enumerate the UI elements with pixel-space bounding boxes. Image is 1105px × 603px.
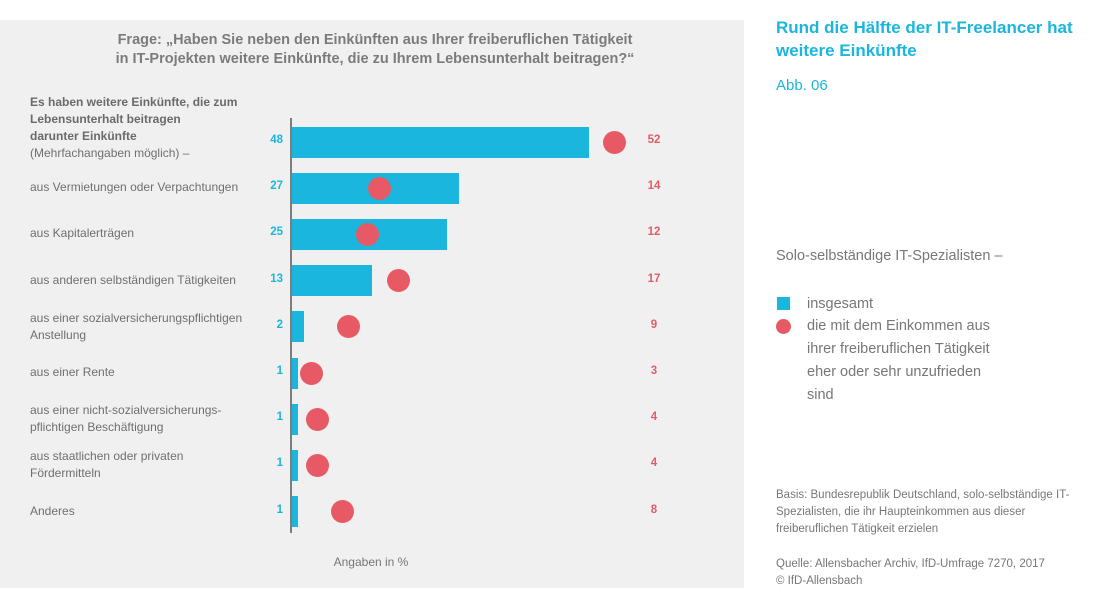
bar-value-label: 1 [276,365,283,377]
legend-item-unsatisfied: die mit dem Einkommen aus ihrer freiberu… [807,318,990,403]
chart-axis [290,118,292,533]
chart-panel [0,20,744,588]
row-label: Anderes [30,503,75,518]
row-label: aus staatlichen oder privaten Fördermitt… [30,449,184,481]
dot [300,361,324,385]
dot-value-label: 4 [650,457,658,470]
row-label-total-bold1: Es haben weitere Einkünfte, die zum Lebe… [30,95,238,126]
bar [292,265,373,297]
dot-value-label: 8 [650,503,658,516]
basis-note: Basis: Bundesrepublik Deutschland, solo-… [776,489,1070,535]
dot-value-label: 14 [647,180,661,193]
bar-value-label: 27 [270,180,283,193]
source-note: Quelle: Allensbacher Archiv, IfD-Umfrage… [776,556,1096,590]
copyright-text: © IfD-Allensbach [776,575,863,587]
row-label: aus einer sozialversicherungspflichtigen… [30,310,243,342]
legend-square-icon [777,297,790,310]
legend-heading: Solo-selbständige IT-Spezialisten – [776,248,1003,264]
dot-value-label: 3 [650,365,658,377]
dot [306,453,330,477]
source-text: Quelle: Allensbacher Archiv, IfD-Umfrage… [776,558,1045,570]
bar-value-label: 1 [276,503,283,516]
dot [602,130,626,154]
dot [337,315,361,339]
bar [292,311,305,343]
bar-value-label: 1 [276,411,283,424]
row-label-total: Es haben weitere Einkünfte, die zum Lebe… [30,94,255,162]
figure-number: Abb. 06 [776,77,828,94]
page-title: Rund die Hälfte der IT-Freelancer hat we… [776,18,1073,60]
dot [355,222,379,246]
bar [292,449,299,481]
legend-item-total: insgesamt [807,296,874,312]
bar [292,403,299,435]
dot-value-label: 12 [647,226,661,239]
bar [292,357,299,389]
dot-value-label: 9 [650,318,658,331]
row-label-total-bold2: darunter Einkünfte [30,129,137,143]
row-label: aus Vermietungen oder Verpachtungen [30,180,239,195]
bar [292,126,589,158]
dot [306,407,330,431]
row-label: aus einer Rente [30,365,115,379]
chart-question: Frage: „Haben Sie neben den Einkünften a… [115,32,635,67]
bar-value-label: 48 [270,134,283,146]
row-label-total-note: (Mehrfachangaben möglich) – [30,146,190,160]
dot [330,500,354,524]
row-label: aus einer nicht-sozialversicherungs-pfli… [30,403,222,435]
bar-value-label: 25 [270,226,283,239]
bar [292,496,299,528]
bar-value-label: 2 [276,318,283,331]
dot-value-label: 17 [647,272,661,285]
legend-circle-icon [776,319,791,334]
bar-value-label: 1 [276,457,283,470]
dot [368,176,392,200]
row-label: aus Kapitalerträgen [30,226,135,241]
units-label: Angaben in % [333,555,409,569]
dot-value-label: 52 [647,134,661,146]
dot-value-label: 4 [650,411,658,424]
bar-value-label: 13 [270,272,283,285]
row-label: aus anderen selbständigen Tätigkeiten [30,272,236,287]
dot [386,269,410,293]
